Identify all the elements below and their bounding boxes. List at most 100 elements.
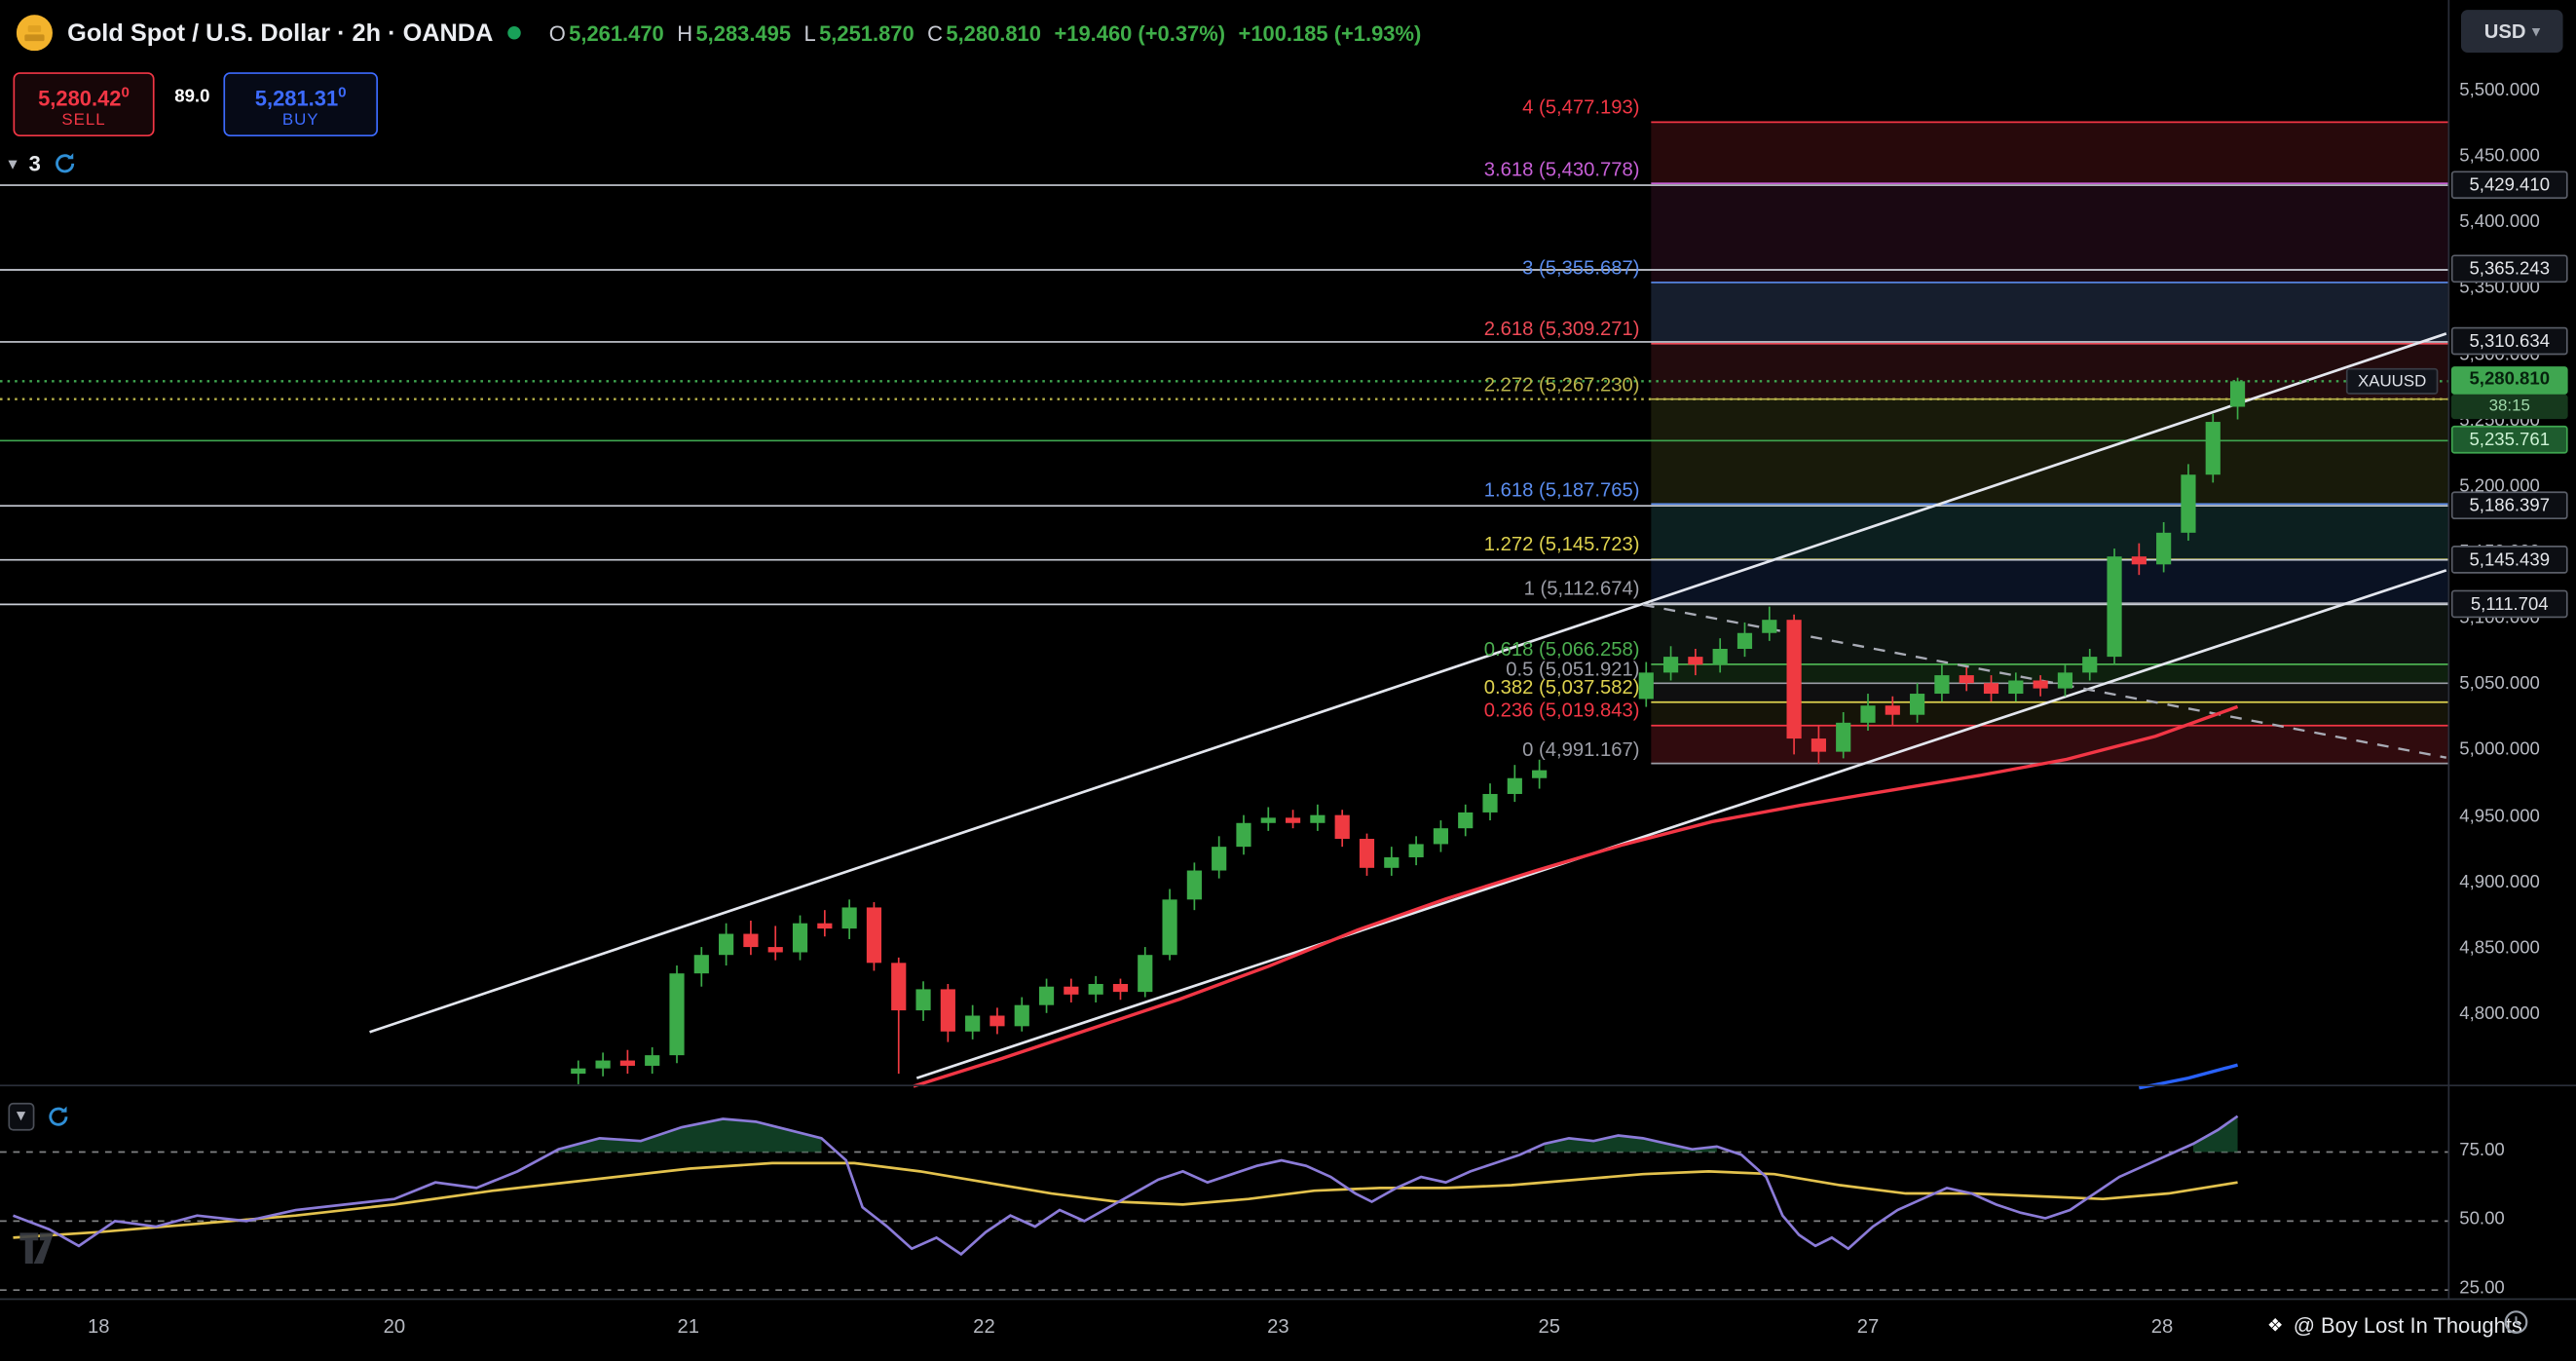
trendline <box>369 332 2447 1034</box>
candle-body <box>693 955 709 974</box>
candle-body <box>1507 777 1522 794</box>
candle-body <box>1310 814 1325 823</box>
fib-zone <box>1651 725 2448 764</box>
candle-body <box>1458 812 1474 829</box>
sell-label: SELL <box>61 112 106 131</box>
price-axis[interactable] <box>2447 65 2576 1298</box>
candle-body <box>866 907 882 964</box>
candle-body <box>891 963 907 1011</box>
symbol-logo-icon <box>16 15 53 52</box>
candle-body <box>940 989 955 1032</box>
open-value: 5,261.470 <box>569 20 664 46</box>
candle-body <box>1112 983 1129 993</box>
rsi-overbought-fill <box>1544 1135 1717 1153</box>
candle-body <box>1408 844 1424 857</box>
candle-body <box>2205 422 2221 475</box>
watermark-text: @ Boy Lost In Thoughts <box>2293 1312 2522 1339</box>
rsi-signal-line <box>13 1161 2238 1239</box>
candle-body <box>1064 986 1079 995</box>
close-label: C <box>927 20 944 46</box>
candle-body <box>2131 556 2147 565</box>
fib-zone <box>1651 343 2448 399</box>
high-label: H <box>677 20 693 46</box>
candle-body <box>1014 1004 1029 1027</box>
candle-body <box>1736 632 1753 649</box>
tradingview-logo <box>19 1232 72 1271</box>
chevron-down-icon[interactable]: ▾ <box>8 1102 34 1131</box>
candle-body <box>1712 648 1728 665</box>
candle-body <box>1334 814 1350 840</box>
chart-watermark: ❖ @ Boy Lost In Thoughts <box>2267 1313 2522 1338</box>
fib-zone <box>1651 398 2448 505</box>
candle-body <box>1384 856 1400 868</box>
candle-body <box>1285 817 1301 823</box>
candle-body <box>2181 474 2196 533</box>
candle-body <box>743 933 759 948</box>
fib-zone <box>1651 282 2448 344</box>
candle-body <box>1433 828 1449 845</box>
spread-value: 89.0 <box>174 87 210 107</box>
candle-body <box>2229 381 2246 407</box>
candle-body <box>2033 680 2048 689</box>
candle-body <box>965 1015 981 1032</box>
refresh-icon[interactable] <box>45 1105 69 1129</box>
fib-zone <box>1651 504 2448 560</box>
moving-average-red <box>913 704 2239 1088</box>
candle-body <box>1088 983 1103 995</box>
candle-body <box>1212 847 1227 871</box>
fib-zone <box>1651 603 2448 664</box>
fib-zone <box>1651 701 2448 726</box>
open-label: O <box>548 20 566 46</box>
candle-body <box>915 989 931 1011</box>
pane-divider[interactable] <box>0 1084 2576 1087</box>
candle-body <box>1959 675 1974 684</box>
candle-body <box>767 947 783 953</box>
candle-body <box>1934 675 1950 695</box>
price-axis-border <box>2447 0 2450 1299</box>
sell-price-sup: 0 <box>121 84 130 100</box>
buy-button[interactable]: 5,281.310 BUY <box>223 72 378 137</box>
fib-zone <box>1651 663 2448 684</box>
candle-body <box>571 1068 586 1075</box>
candle-body <box>669 973 685 1056</box>
currency-dropdown[interactable]: USD ▾ <box>2460 10 2563 53</box>
candle-body <box>1836 722 1851 752</box>
candle-body <box>1138 955 1153 993</box>
candle-body <box>841 907 857 929</box>
fib-zone <box>1651 683 2448 702</box>
chevron-down-icon[interactable]: ▾ <box>8 154 18 174</box>
candle-body <box>1038 986 1055 1005</box>
candle-body <box>792 923 808 953</box>
fib-zone <box>1651 559 2448 604</box>
buy-label: BUY <box>281 112 319 131</box>
time-axis[interactable] <box>0 1298 2576 1361</box>
diamond-icon: ❖ <box>2266 1316 2284 1337</box>
candle-body <box>1482 793 1498 813</box>
fib-zone <box>1651 183 2448 283</box>
low-value: 5,251.870 <box>819 20 915 46</box>
candle-body <box>2107 556 2122 658</box>
candle-body <box>1885 705 1900 715</box>
candle-body <box>1786 620 1802 739</box>
candle-body <box>619 1060 635 1066</box>
candle-body <box>1638 672 1654 699</box>
candle-body <box>1860 705 1876 723</box>
high-value: 5,283.495 <box>695 20 792 46</box>
candle-body <box>1236 822 1251 848</box>
candle-body <box>1910 694 1925 715</box>
market-status-icon[interactable] <box>507 25 522 40</box>
sell-button[interactable]: 5,280.420 SELL <box>13 72 155 137</box>
buy-price: 5,281.31 <box>254 86 339 111</box>
clock-icon[interactable] <box>2504 1309 2528 1342</box>
refresh-icon[interactable] <box>53 151 77 175</box>
rsi-overbought-fill <box>558 1118 822 1153</box>
symbol-title[interactable]: Gold Spot / U.S. Dollar · 2h · OANDA <box>67 19 494 48</box>
candle-body <box>1662 657 1679 673</box>
candle-body <box>1532 770 1548 778</box>
candle-body <box>1688 657 1703 665</box>
change-value: +19.460 (+0.37%) <box>1054 20 1226 46</box>
candle-body <box>1186 870 1202 900</box>
currency-label: USD <box>2483 19 2526 43</box>
close-value: 5,280.810 <box>946 20 1041 46</box>
